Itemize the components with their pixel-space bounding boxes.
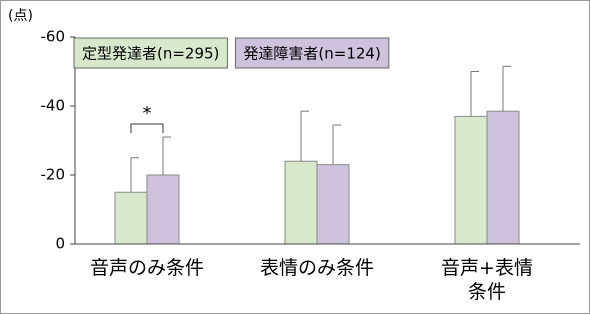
annotation: * xyxy=(143,103,152,124)
y-tick-label: -60 xyxy=(41,28,66,46)
y-tick-label: 0 xyxy=(55,235,65,253)
bar xyxy=(454,115,488,245)
bar xyxy=(146,174,180,245)
legend-box xyxy=(73,37,228,69)
legend-label: 定型発達者(n=295) xyxy=(82,45,219,63)
legend-box xyxy=(234,37,390,69)
bar xyxy=(114,191,148,245)
x-tick-label: 表情のみ条件 xyxy=(259,257,374,279)
y-tick-label: -40 xyxy=(41,97,66,115)
significance-bracket xyxy=(130,123,164,133)
x-tick-label: 音声のみ条件 xyxy=(89,257,204,279)
legend-label: 発達障害者(n=124) xyxy=(243,45,380,63)
bar xyxy=(284,160,318,245)
y-unit-label: (点) xyxy=(8,8,33,24)
bar xyxy=(486,110,520,245)
bar xyxy=(316,164,350,245)
x-tick-label: 音声+表情条件 xyxy=(441,257,533,303)
y-tick-label: -20 xyxy=(41,166,66,184)
